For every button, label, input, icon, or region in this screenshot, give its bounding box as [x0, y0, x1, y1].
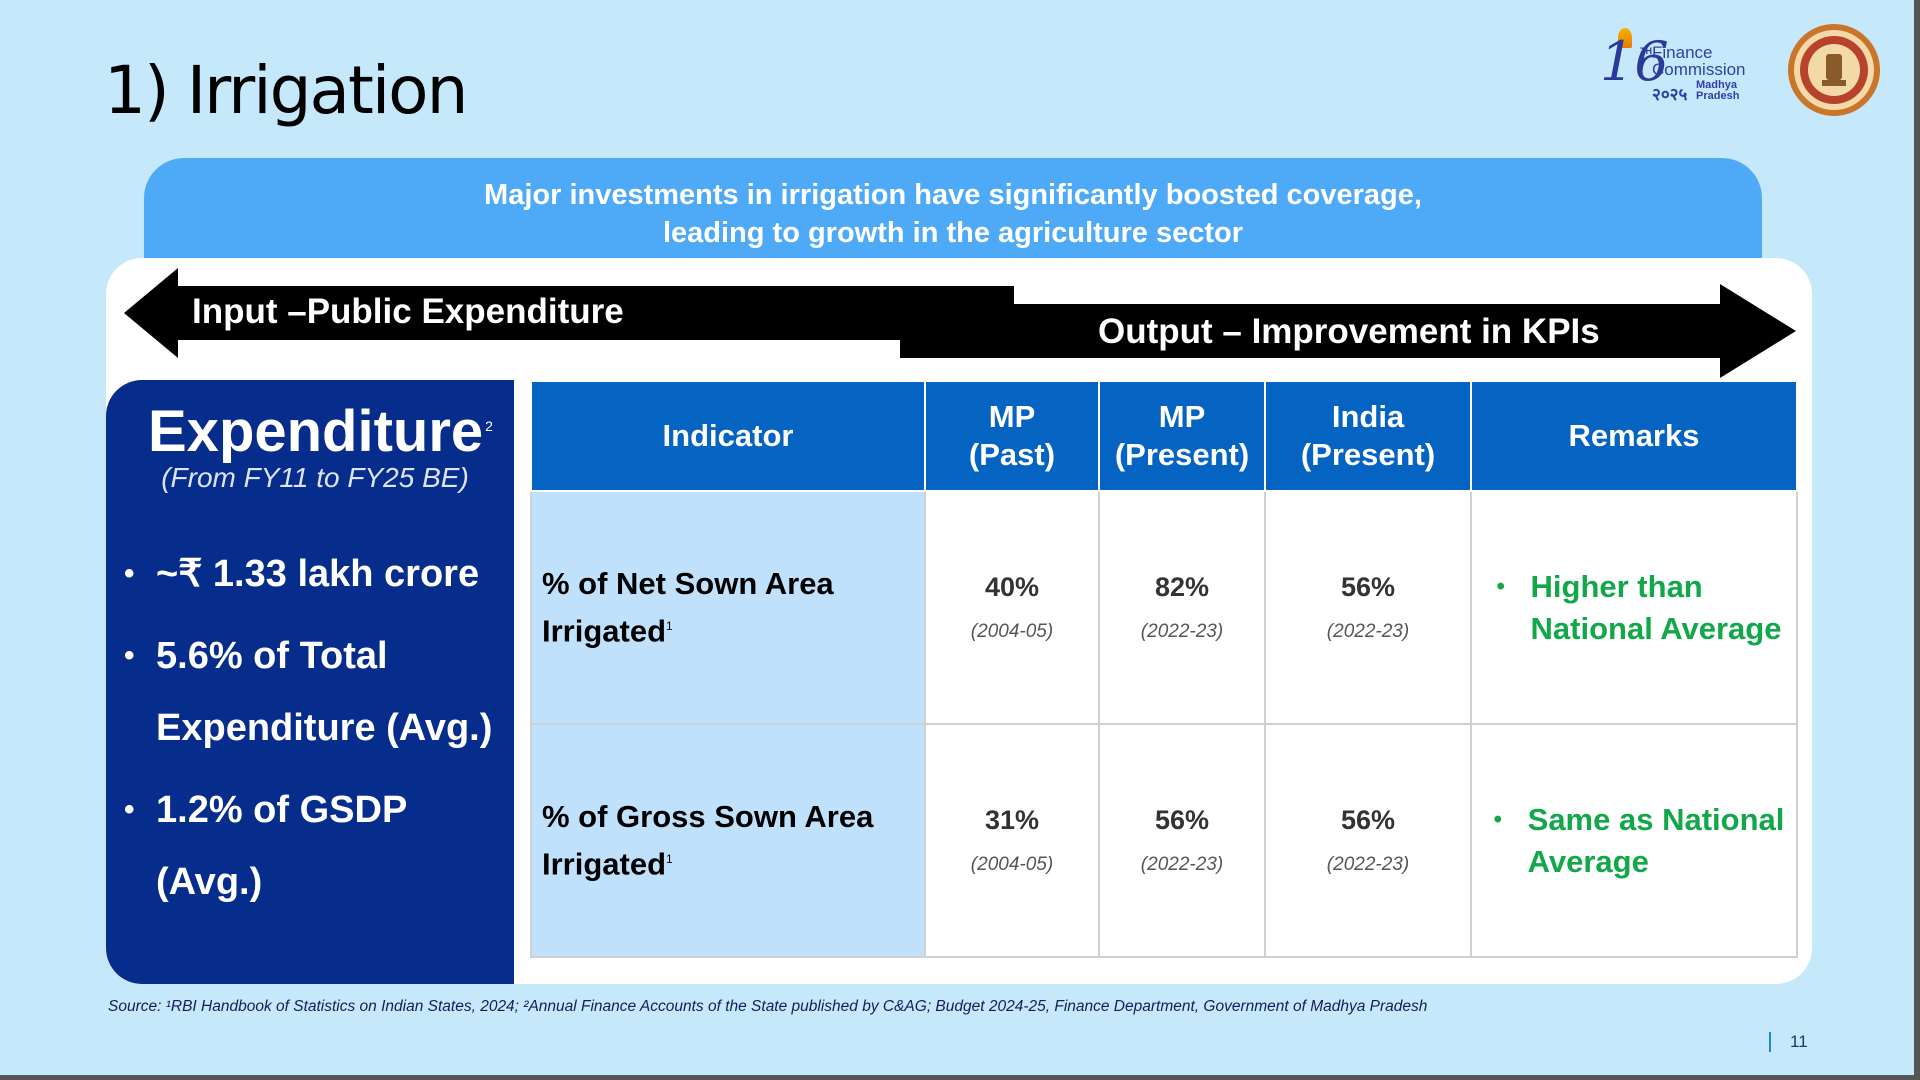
bullet-icon: •	[124, 557, 135, 590]
output-arrow-label: Output – Improvement in KPIs	[1098, 312, 1600, 351]
india-year: (2022-23)	[1326, 621, 1410, 642]
mp-present-value: 82%	[1154, 572, 1210, 602]
header-india-line1: India	[1331, 399, 1405, 434]
remark-line2: National Average	[1530, 610, 1782, 646]
bullet-icon: •	[1496, 572, 1505, 600]
remark-line1: Higher than	[1530, 568, 1703, 604]
remark-cell: • Same as National Average	[1470, 723, 1798, 958]
input-arrow-label: Input –Public Expenditure	[192, 292, 624, 331]
kpi-table: Indicator MP (Past) MP (Present) India (Pre…	[530, 380, 1798, 958]
mp-present-cell: 56% (2022-23)	[1098, 723, 1266, 958]
mp-past-year: (2004-05)	[970, 621, 1054, 642]
expenditure-item: • 1.2% of GSDP (Avg.)	[124, 774, 514, 918]
header-indicator: Indicator	[530, 380, 926, 492]
page-number: 11	[1790, 1032, 1808, 1051]
output-arrow-icon	[900, 284, 1796, 378]
mp-past-value: 40%	[984, 572, 1040, 602]
bullet-icon: •	[124, 639, 135, 672]
input-arrow-icon	[124, 268, 1014, 358]
logo-superscript: TH	[1640, 46, 1652, 56]
logo-text: Finance Commission	[1652, 44, 1746, 78]
expenditure-item-text: ~₹ 1.33 lakh crore	[156, 553, 480, 595]
expenditure-subtitle: (From FY11 to FY25 BE)	[161, 462, 469, 493]
mp-past-cell: 40% (2004-05)	[924, 490, 1100, 725]
india-year: (2022-23)	[1326, 854, 1410, 875]
expenditure-list: • ~₹ 1.33 lakh crore • 5.6% of Total Expen…	[124, 538, 514, 928]
footnote-ref: 1	[666, 851, 673, 866]
madhya-pradesh-seal-icon	[1788, 24, 1880, 116]
expenditure-box: Expenditure 2 (From FY11 to FY25 BE) • ~₹ …	[106, 380, 514, 984]
headline-line2: leading to growth in the agriculture sec…	[662, 217, 1244, 249]
indicator-cell: % of Gross Sown Area Irrigated1	[530, 723, 926, 958]
logo-state: Madhya Pradesh	[1696, 80, 1739, 102]
remark-line1: Same as National	[1527, 801, 1785, 837]
table-row: % of Net Sown Area Irrigated1 40% (2004-05…	[530, 490, 1798, 725]
indicator-cell: % of Net Sown Area Irrigated1	[530, 490, 926, 725]
table-row: % of Gross Sown Area Irrigated1 31% (2004-…	[530, 723, 1798, 958]
logo-state-line2: Pradesh	[1696, 90, 1740, 102]
india-present-cell: 56% (2022-23)	[1264, 490, 1472, 725]
bullet-icon: •	[1493, 805, 1503, 833]
headline-banner: Major investments in irrigation have sig…	[144, 158, 1762, 268]
window-frame-bottom	[0, 1075, 1920, 1080]
expenditure-item: • 5.6% of Total Expenditure (Avg.)	[124, 620, 514, 764]
headline-text: Major investments in irrigation have sig…	[144, 176, 1762, 252]
indicator-line2: Irrigated	[542, 846, 667, 882]
flame-icon	[1618, 28, 1632, 48]
india-value: 56%	[1340, 572, 1396, 602]
headline-line1: Major investments in irrigation have sig…	[484, 179, 1422, 211]
mp-present-year: (2022-23)	[1140, 854, 1224, 875]
expenditure-item-text: 1.2% of GSDP (Avg.)	[156, 789, 407, 903]
bullet-icon: •	[124, 793, 135, 826]
mp-present-year: (2022-23)	[1140, 621, 1224, 642]
mp-past-cell: 31% (2004-05)	[924, 723, 1100, 958]
remark-cell: • Higher than National Average	[1470, 490, 1798, 725]
logo-state-line1: Madhya	[1696, 79, 1737, 91]
logo-line1: Finance	[1652, 43, 1713, 62]
indicator-line1: % of Gross Sown Area	[542, 798, 874, 834]
finance-commission-logo: 16 TH Finance Commission २०२५ Madhya Pra…	[1600, 28, 1765, 110]
header-mp-present-line2: (Present)	[1114, 437, 1250, 472]
expenditure-footnote-ref: 2	[485, 417, 493, 434]
header-mp-present-line1: MP	[1158, 399, 1206, 434]
table-header-row: Indicator MP (Past) MP (Present) India (Pre…	[530, 380, 1798, 492]
logo-line2: Commission	[1652, 60, 1746, 79]
expenditure-title: Expenditure 2	[148, 398, 493, 465]
expenditure-title-text: Expenditure	[148, 399, 484, 464]
indicator-line2: Irrigated	[542, 613, 667, 649]
mp-past-year: (2004-05)	[970, 854, 1054, 875]
remark-line2: Average	[1527, 843, 1649, 879]
mp-present-cell: 82% (2022-23)	[1098, 490, 1266, 725]
header-india-line2: (Present)	[1300, 437, 1436, 472]
mp-present-value: 56%	[1154, 805, 1210, 835]
page-number-divider	[1769, 1032, 1771, 1052]
source-footnote: Source: ¹RBI Handbook of Statistics on I…	[108, 998, 1428, 1015]
header-mp-past: MP (Past)	[924, 380, 1100, 492]
mp-past-value: 31%	[984, 805, 1040, 835]
window-frame-right	[1914, 0, 1920, 1080]
indicator-line1: % of Net Sown Area	[542, 565, 834, 601]
header-mp-present: MP (Present)	[1098, 380, 1266, 492]
header-india-present: India (Present)	[1264, 380, 1472, 492]
header-mp-past-line2: (Past)	[968, 437, 1056, 472]
header-remarks: Remarks	[1470, 380, 1798, 492]
slide-title: 1) Irrigation	[104, 52, 468, 129]
logo-number: 16	[1600, 30, 1669, 93]
logo-year: २०२५	[1652, 85, 1688, 104]
footnote-ref: 1	[666, 618, 673, 633]
india-value: 56%	[1340, 805, 1396, 835]
expenditure-item-text: 5.6% of Total Expenditure (Avg.)	[156, 635, 493, 749]
expenditure-item: • ~₹ 1.33 lakh crore	[124, 538, 514, 610]
header-mp-past-line1: MP	[988, 399, 1036, 434]
india-present-cell: 56% (2022-23)	[1264, 723, 1472, 958]
